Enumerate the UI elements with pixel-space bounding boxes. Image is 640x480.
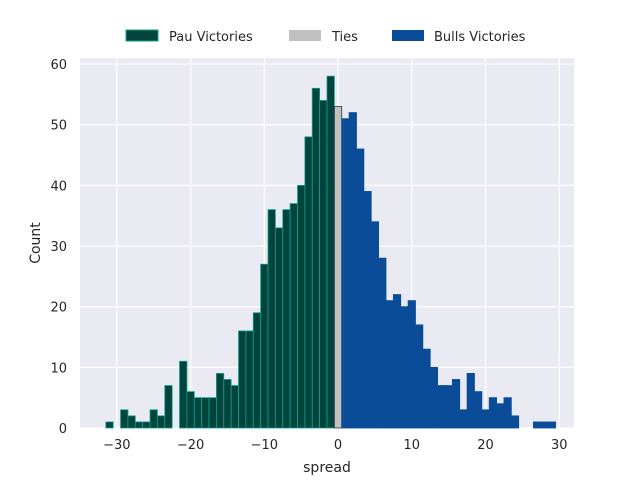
bar-series-0	[142, 421, 151, 429]
y-tick-label: 20	[50, 301, 67, 316]
bar-series-0	[282, 209, 291, 429]
bar-series-0	[157, 415, 166, 429]
bar-series-2	[400, 306, 409, 429]
bar-series-2	[451, 379, 461, 429]
y-axis-label: Count	[28, 222, 44, 264]
x-tick-label: 30	[551, 438, 568, 453]
x-tick-label: 0	[334, 438, 342, 453]
bar-series-0	[127, 415, 136, 429]
bar-series-2	[510, 415, 520, 429]
legend-label-pau: Pau Victories	[169, 30, 253, 45]
y-tick-label: 60	[50, 58, 67, 73]
legend-label-bulls: Bulls Victories	[434, 30, 526, 45]
bar-series-2	[488, 397, 497, 429]
bar-series-2	[437, 385, 446, 429]
x-tick-label: −20	[177, 438, 204, 453]
bar-series-1	[333, 106, 343, 429]
bar-series-0	[319, 100, 328, 429]
bar-series-2	[533, 421, 542, 429]
bar-series-0	[105, 421, 114, 429]
bar-series-2	[547, 421, 556, 429]
bar-series-2	[415, 324, 424, 429]
bar-series-0	[267, 209, 276, 429]
legend-swatch-pau	[125, 29, 159, 42]
bar-series-0	[186, 391, 195, 429]
x-axis-label: spread	[303, 460, 351, 476]
bar-series-2	[459, 409, 468, 429]
bar-series-2	[474, 391, 483, 429]
legend-swatch-ties	[289, 30, 321, 41]
x-tick-labels: −30 −20 −10 0 10 20 30	[103, 438, 567, 453]
bar-series-2	[422, 348, 431, 429]
bar-series-2	[378, 257, 387, 429]
bar-series-0	[120, 409, 129, 429]
bar-series-2	[429, 366, 438, 429]
bar-series-0	[208, 397, 217, 429]
bar-series-0	[274, 227, 284, 429]
bar-series-0	[230, 385, 239, 429]
bar-series-2	[496, 403, 505, 429]
x-tick-label: 20	[477, 438, 494, 453]
bar-series-0	[326, 75, 335, 429]
y-tick-label: 50	[50, 119, 67, 134]
legend: Pau Victories Ties Bulls Victories	[125, 29, 526, 45]
bar-series-2	[444, 385, 453, 429]
bar-series-0	[193, 397, 203, 429]
bar-series-2	[540, 421, 549, 429]
bar-series-2	[466, 373, 475, 429]
legend-label-ties: Ties	[331, 30, 358, 45]
bar-series-0	[311, 87, 321, 429]
bar-series-0	[245, 330, 254, 429]
bar-series-2	[481, 409, 490, 429]
bar-series-0	[289, 203, 298, 429]
legend-swatch-bulls	[392, 30, 424, 41]
bar-series-0	[223, 379, 232, 429]
y-tick-label: 10	[50, 361, 67, 376]
bar-series-0	[164, 385, 173, 429]
y-tick-label: 30	[50, 240, 67, 255]
bar-series-0	[179, 360, 188, 429]
bar-series-0	[201, 397, 210, 429]
bar-series-2	[370, 221, 380, 429]
y-tick-label: 40	[50, 179, 67, 194]
bar-series-2	[503, 397, 512, 429]
bar-series-2	[392, 294, 402, 429]
bar-series-0	[134, 421, 144, 429]
bars	[105, 75, 556, 429]
x-tick-label: −30	[103, 438, 130, 453]
bar-series-0	[149, 409, 158, 429]
bar-series-2	[341, 118, 350, 429]
x-tick-label: 10	[404, 438, 421, 453]
bar-series-2	[407, 300, 416, 429]
y-tick-label: 0	[59, 422, 67, 437]
x-tick-label: −10	[251, 438, 278, 453]
bar-series-0	[260, 263, 269, 429]
bar-series-0	[297, 184, 306, 429]
bar-series-0	[238, 330, 247, 429]
bar-series-2	[385, 300, 394, 429]
bar-series-0	[216, 373, 225, 429]
y-tick-labels: 0 10 20 30 40 50 60	[50, 58, 67, 437]
bar-series-2	[356, 148, 365, 429]
bar-series-0	[252, 312, 262, 429]
bar-series-2	[348, 112, 357, 429]
bar-series-0	[304, 136, 313, 429]
bar-series-2	[363, 191, 372, 429]
